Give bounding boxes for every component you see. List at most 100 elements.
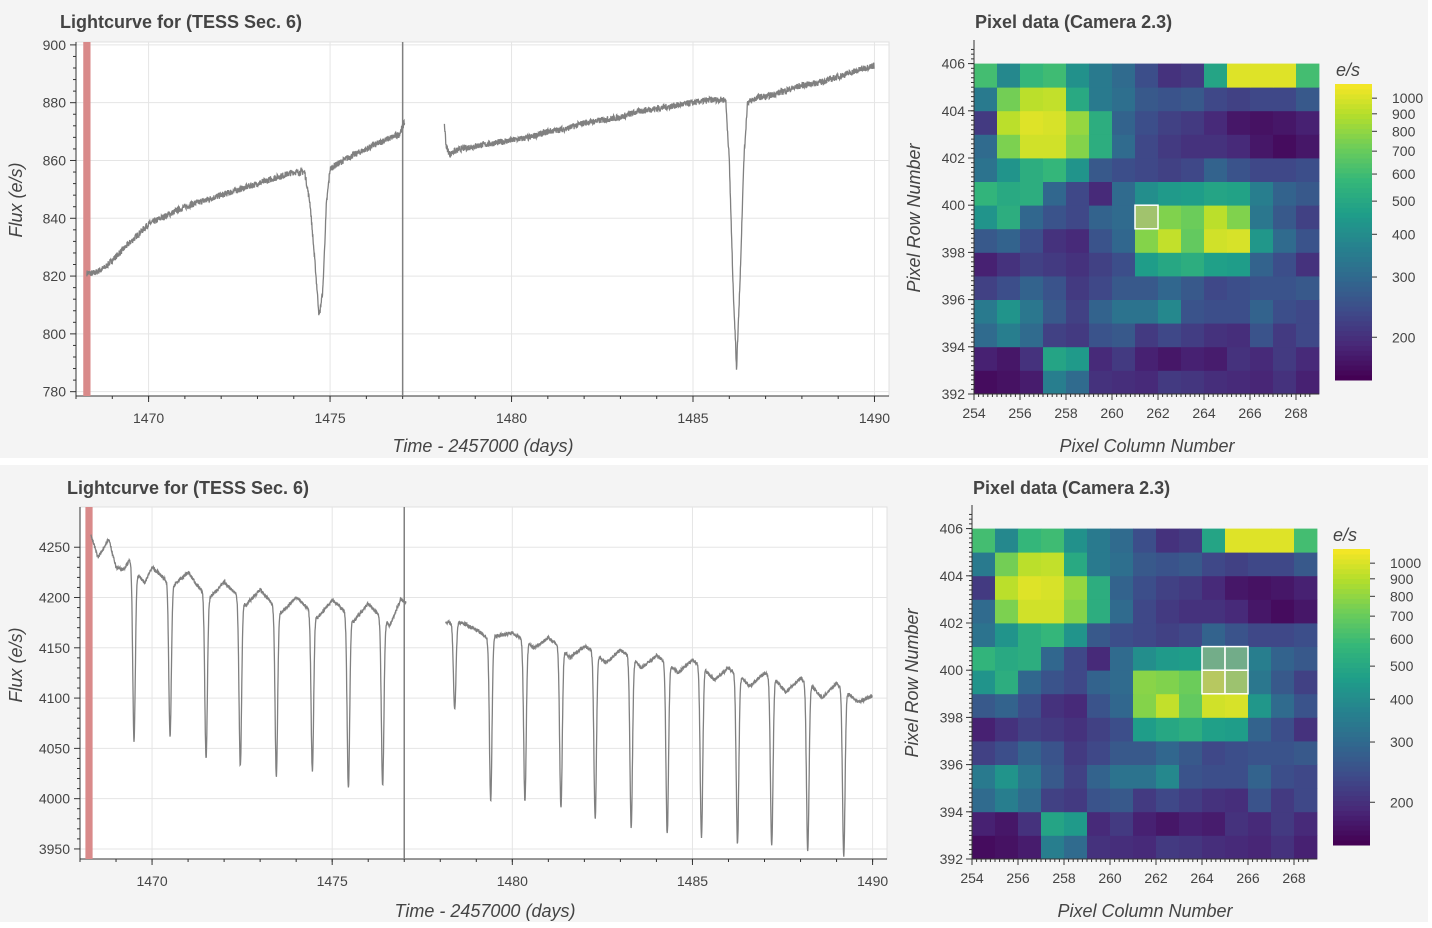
pixel-cell[interactable] — [1204, 252, 1228, 277]
pixel-cell[interactable] — [1158, 346, 1182, 371]
pixel-cell[interactable] — [1041, 764, 1065, 789]
pixel-cell[interactable] — [1227, 299, 1251, 324]
pixel-cell[interactable] — [1041, 741, 1065, 765]
pixel-cell[interactable] — [974, 370, 998, 395]
pixel-cell[interactable] — [995, 835, 1019, 860]
pixel-cell[interactable] — [1133, 835, 1157, 860]
pixel-cell[interactable] — [1066, 370, 1090, 395]
pixel-cell[interactable] — [1156, 646, 1180, 671]
pixel-cell[interactable] — [1273, 158, 1297, 182]
pixel-cell[interactable] — [1248, 552, 1272, 577]
pixel-cell[interactable] — [1066, 63, 1090, 88]
pixel-cell[interactable] — [1135, 158, 1159, 182]
pixel-cell[interactable] — [1248, 764, 1272, 789]
pixel-cell[interactable] — [1271, 811, 1295, 836]
pixel-cell[interactable] — [997, 110, 1021, 135]
pixel-cell[interactable] — [1041, 788, 1065, 813]
pixel-cell[interactable] — [997, 63, 1021, 88]
pixel-cell[interactable] — [1043, 323, 1067, 348]
pixel-cell[interactable] — [1089, 181, 1113, 206]
pixel-cell[interactable] — [1202, 788, 1226, 813]
pixel-cell[interactable] — [972, 646, 996, 671]
pixel-cell[interactable] — [1271, 835, 1295, 860]
pixel-cell[interactable] — [1064, 552, 1088, 577]
pixel-cell[interactable] — [1066, 181, 1090, 206]
pixel-cell[interactable] — [1273, 63, 1297, 88]
pixel-cell[interactable] — [1112, 228, 1136, 253]
pixel-cell[interactable] — [1296, 370, 1320, 395]
pixel-cell[interactable] — [1179, 811, 1203, 836]
pixel-cell[interactable] — [1225, 811, 1249, 836]
pixel-cell[interactable] — [1179, 575, 1203, 600]
pixel-cell[interactable] — [1296, 158, 1320, 182]
pixel-cell[interactable] — [972, 693, 996, 718]
pixel-cell[interactable] — [1296, 299, 1320, 324]
pixel-cell[interactable] — [1204, 370, 1228, 395]
pixel-cell[interactable] — [1227, 110, 1251, 135]
pixel-cell[interactable] — [1248, 646, 1272, 671]
pixel-cell[interactable] — [1135, 110, 1159, 135]
pixel-cell[interactable] — [1043, 205, 1067, 230]
pixel-cell[interactable] — [1204, 134, 1228, 159]
pixel-cell[interactable] — [1202, 575, 1226, 600]
pixel-cell[interactable] — [1112, 276, 1136, 300]
pixel-cell[interactable] — [997, 346, 1021, 371]
pixel-cell[interactable] — [1271, 528, 1295, 553]
pixel-cell[interactable] — [1066, 205, 1090, 230]
pixel-cell[interactable] — [995, 552, 1019, 577]
pixel-cell[interactable] — [1294, 575, 1318, 600]
pixel-cell[interactable] — [1089, 205, 1113, 230]
pixel-cell[interactable] — [1225, 575, 1249, 600]
pixel-cell[interactable] — [1158, 370, 1182, 395]
pixel-cell[interactable] — [1089, 299, 1113, 324]
pixel-cell[interactable] — [1041, 835, 1065, 860]
pixel-cell[interactable] — [1248, 599, 1272, 624]
pixel-cell[interactable] — [1273, 370, 1297, 395]
pixel-cell[interactable] — [1273, 87, 1297, 112]
pixel-cell[interactable] — [1179, 835, 1203, 860]
pixel-cell[interactable] — [1087, 764, 1111, 789]
pixel-cell[interactable] — [1089, 158, 1113, 182]
pixel-cell[interactable] — [1135, 323, 1159, 348]
pixel-cell[interactable] — [1181, 276, 1205, 300]
pixel-cell[interactable] — [1227, 63, 1251, 88]
pixel-cell[interactable] — [1250, 276, 1274, 300]
pixel-cell[interactable] — [1064, 528, 1088, 553]
pixel-cell[interactable] — [1181, 134, 1205, 159]
pixel-cell[interactable] — [1020, 252, 1044, 277]
pixel-cell[interactable] — [1296, 252, 1320, 277]
pixel-cell[interactable] — [1248, 623, 1272, 647]
pixel-cell[interactable] — [1227, 87, 1251, 112]
pixel-cell[interactable] — [1271, 575, 1295, 600]
pixel-cell[interactable] — [1064, 670, 1088, 695]
pixel-cell[interactable] — [1112, 181, 1136, 206]
pixel-cell[interactable] — [1296, 87, 1320, 112]
pixel-cell[interactable] — [1179, 623, 1203, 647]
pixel-cell[interactable] — [1043, 181, 1067, 206]
pixel-cell[interactable] — [1133, 646, 1157, 671]
pixel-cell[interactable] — [972, 741, 996, 765]
pixel-cell[interactable] — [1041, 670, 1065, 695]
pixel-cell[interactable] — [995, 811, 1019, 836]
pixel-cell[interactable] — [1089, 346, 1113, 371]
pixel-cell[interactable] — [1064, 788, 1088, 813]
pixel-cell[interactable] — [1135, 346, 1159, 371]
pixel-cell[interactable] — [974, 346, 998, 371]
pixel-cell[interactable] — [1112, 299, 1136, 324]
pixel-cell[interactable] — [1204, 205, 1228, 230]
pixel-cell[interactable] — [1043, 158, 1067, 182]
pixel-cell[interactable] — [1294, 599, 1318, 624]
selected-pixel[interactable] — [1224, 669, 1249, 695]
time-marker[interactable] — [85, 507, 93, 859]
pixel-cell[interactable] — [1089, 252, 1113, 277]
pixel-cell[interactable] — [1112, 158, 1136, 182]
pixel-cell[interactable] — [1087, 835, 1111, 860]
pixel-cell[interactable] — [1089, 134, 1113, 159]
pixel-cell[interactable] — [1250, 228, 1274, 253]
pixel-cell[interactable] — [1156, 788, 1180, 813]
pixel-cell[interactable] — [1135, 228, 1159, 253]
pixel-cell[interactable] — [1158, 134, 1182, 159]
pixel-cell[interactable] — [1248, 693, 1272, 718]
pixel-cell[interactable] — [1158, 228, 1182, 253]
pixel-cell[interactable] — [1135, 370, 1159, 395]
